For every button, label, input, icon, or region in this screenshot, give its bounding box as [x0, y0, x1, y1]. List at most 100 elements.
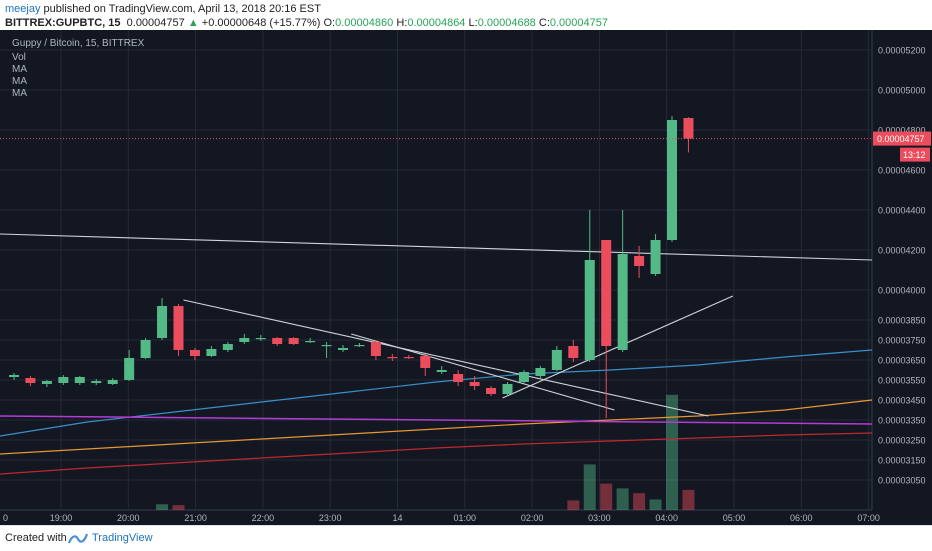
x-tick-label: 0 [3, 513, 8, 523]
volume-bar [666, 394, 678, 510]
volume-bar [567, 500, 580, 510]
resistance-trendline [0, 233, 873, 261]
low-label: L: [468, 17, 478, 29]
y-tick-label: 0.00004200 [878, 246, 926, 256]
open-value: 0.00004860 [335, 17, 394, 29]
high-value: 0.00004864 [407, 17, 466, 29]
candle-body [255, 338, 266, 340]
y-tick-label: 0.00003250 [878, 436, 926, 446]
publish-line: meejay published on TradingView.com, Apr… [5, 3, 321, 15]
candle-body [107, 380, 118, 384]
tradingview-brand-link[interactable]: TradingView [92, 532, 153, 544]
moving-average-line [0, 432, 873, 475]
last-price: 0.00004757 [126, 17, 185, 29]
y-tick-label: 0.00004000 [878, 286, 926, 296]
x-tick-label: 22:00 [252, 513, 275, 523]
candle-body [25, 378, 36, 383]
x-tick-label: 23:00 [319, 513, 342, 523]
candle-body [338, 348, 348, 350]
descending-trendline-2 [351, 333, 615, 411]
symbol-name: BITTREX:GUPBTC, 15 [5, 17, 121, 29]
candle-body [453, 374, 464, 382]
candle-body [601, 240, 612, 346]
countdown-label-bg [900, 147, 930, 162]
candle-body [157, 306, 168, 338]
volume-bar [649, 499, 662, 510]
candle-body [403, 357, 414, 359]
x-tick-label: 03:00 [588, 513, 611, 523]
chart-title: Guppy / Bitcoin, 15, BITTREX [12, 38, 145, 49]
candle-body [535, 368, 546, 376]
x-tick-label: 20:00 [117, 513, 140, 523]
candle-body [91, 381, 102, 383]
chart-header: meejay published on TradingView.com, Apr… [0, 0, 932, 30]
low-value: 0.00004688 [477, 17, 536, 29]
candle-body [518, 372, 529, 382]
candle-body [502, 384, 513, 394]
legend-ma-2[interactable]: MA [12, 76, 27, 87]
candle-body [370, 342, 381, 356]
candle-body [58, 377, 69, 383]
x-tick-label: 19:00 [50, 513, 73, 523]
volume-bar [600, 483, 613, 510]
volume-bar [172, 505, 185, 510]
volume-bar [633, 493, 646, 510]
candle-body [9, 375, 19, 377]
candle-body [486, 388, 497, 394]
candle-body [124, 358, 135, 380]
volume-bar [156, 504, 169, 510]
footer: Created with TradingView [0, 525, 932, 551]
candle-body [189, 350, 200, 356]
candle-body [206, 349, 217, 356]
candle-body [288, 338, 299, 344]
countdown-label: 13:12 [903, 150, 926, 160]
legend-ma-1[interactable]: MA [12, 64, 27, 75]
candle-body [584, 260, 595, 360]
y-tick-label: 0.00004600 [878, 166, 926, 176]
symbol-line: BITTREX:GUPBTC, 15 0.00004757 ▲ +0.00000… [5, 17, 608, 29]
y-tick-label: 0.00004400 [878, 206, 926, 216]
candle-body [387, 357, 398, 359]
y-tick-label: 0.00003150 [878, 456, 926, 466]
y-tick-label: 0.00005000 [878, 86, 926, 96]
x-tick-label: 14 [392, 513, 402, 523]
candlestick-chart[interactable]: 0.00005200 0.00005000 0.00004800 0.00004600… [0, 30, 932, 525]
tradingview-logo-icon [68, 533, 88, 544]
x-tick-label: 07:00 [857, 513, 880, 523]
moving-average-line [0, 349, 873, 437]
created-with-text: Created with [5, 532, 67, 544]
open-label: O: [323, 17, 336, 29]
volume-bar [682, 489, 695, 510]
y-tick-label: 0.00003750 [878, 336, 926, 346]
volume-bar [583, 464, 596, 510]
published-text: published on TradingView.com, April 13, … [43, 3, 321, 15]
candle-body [650, 240, 661, 274]
chart-area[interactable]: 0.00005200 0.00005000 0.00004800 0.00004600… [0, 30, 932, 525]
legend-vol[interactable]: Vol [12, 52, 26, 63]
candle-body [617, 254, 628, 350]
y-tick-label: 0.00003650 [878, 356, 926, 366]
candle-body [305, 341, 316, 343]
candle-body [420, 356, 431, 368]
candle-body [321, 345, 332, 347]
candle-body [272, 338, 283, 344]
y-tick-label: 0.00005200 [878, 46, 926, 56]
legend-ma-3[interactable]: MA [12, 88, 27, 99]
close-label: C: [538, 17, 550, 29]
author-link[interactable]: meejay [5, 3, 41, 15]
y-tick-label: 0.00003850 [878, 316, 926, 326]
moving-average-line [0, 399, 873, 455]
close-value: 0.00004757 [549, 17, 608, 29]
x-tick-label: 06:00 [790, 513, 813, 523]
price-change: +0.00000648 (+15.77%) [201, 17, 321, 29]
candle-body [667, 120, 677, 240]
x-tick-label: 01:00 [454, 513, 477, 523]
y-tick-label: 0.00004800 [878, 126, 926, 136]
x-tick-label: 05:00 [723, 513, 746, 523]
candle-body [568, 346, 579, 358]
candle-body [239, 338, 250, 342]
last-price-label: 0.00004757 [877, 134, 925, 144]
candle-body [41, 381, 52, 384]
y-tick-label: 0.00003550 [878, 376, 926, 386]
x-tick-label: 04:00 [655, 513, 678, 523]
